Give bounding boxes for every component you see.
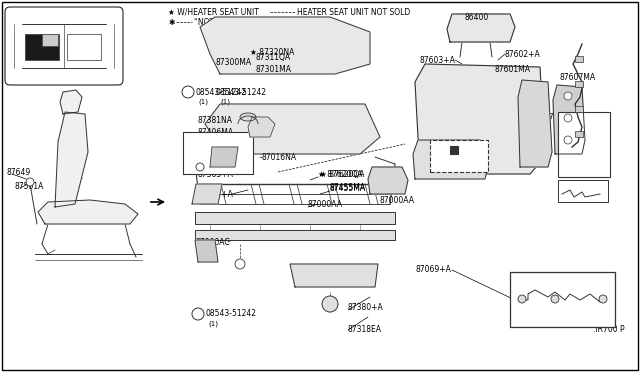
Bar <box>575 106 583 112</box>
Text: 87455MA: 87455MA <box>330 183 366 192</box>
Text: (1): (1) <box>220 99 230 105</box>
Circle shape <box>564 136 572 144</box>
Text: 87455MA: 87455MA <box>330 183 366 192</box>
Text: 87607MA: 87607MA <box>560 73 596 81</box>
Ellipse shape <box>240 113 256 121</box>
Bar <box>575 56 583 62</box>
Text: S: S <box>193 311 197 317</box>
Text: (1): (1) <box>198 99 208 105</box>
Text: 87380+A: 87380+A <box>348 302 384 311</box>
Text: 985Hi: 985Hi <box>562 192 584 201</box>
Polygon shape <box>368 167 408 194</box>
Circle shape <box>192 308 204 320</box>
Bar <box>558 180 608 202</box>
Circle shape <box>599 295 607 303</box>
Text: 87556MA: 87556MA <box>545 112 581 122</box>
Polygon shape <box>195 240 218 262</box>
Text: .IR700 P: .IR700 P <box>593 326 625 334</box>
Polygon shape <box>192 184 222 204</box>
Bar <box>575 81 583 87</box>
FancyBboxPatch shape <box>5 7 123 85</box>
Polygon shape <box>38 200 138 224</box>
Text: 87603+A: 87603+A <box>420 55 456 64</box>
Circle shape <box>182 86 194 98</box>
Text: ★ W/HEATER SEAT UNIT: ★ W/HEATER SEAT UNIT <box>168 7 259 16</box>
Polygon shape <box>290 264 378 287</box>
Text: S: S <box>183 90 187 94</box>
Text: 87506B: 87506B <box>565 138 595 147</box>
Text: 87643+A: 87643+A <box>426 140 462 148</box>
Text: ★ 87620QA: ★ 87620QA <box>320 170 365 179</box>
Circle shape <box>322 296 338 312</box>
Text: 87450+A: 87450+A <box>198 189 234 199</box>
Text: 87602+A: 87602+A <box>505 49 541 58</box>
Text: 87069+A: 87069+A <box>416 266 452 275</box>
Circle shape <box>26 178 34 186</box>
Circle shape <box>564 92 572 100</box>
Polygon shape <box>210 147 238 167</box>
Bar <box>195 212 395 224</box>
Text: 87000AC: 87000AC <box>195 237 230 247</box>
Polygon shape <box>447 14 515 42</box>
Bar <box>510 272 615 327</box>
Text: ★ 87320NA: ★ 87320NA <box>250 48 294 57</box>
Polygon shape <box>413 140 488 179</box>
Polygon shape <box>415 64 545 174</box>
Bar <box>67 34 101 60</box>
Bar <box>183 132 253 174</box>
Polygon shape <box>200 17 370 74</box>
Polygon shape <box>60 90 82 114</box>
Polygon shape <box>518 80 552 167</box>
Bar <box>25 34 59 60</box>
Text: 08543-51242: 08543-51242 <box>195 87 246 96</box>
Text: 87365+A: 87365+A <box>198 170 234 179</box>
Text: 87301MA: 87301MA <box>255 64 291 74</box>
Polygon shape <box>205 104 380 154</box>
Polygon shape <box>55 112 88 207</box>
Text: 87000AA: 87000AA <box>308 199 343 208</box>
Circle shape <box>518 295 526 303</box>
Circle shape <box>551 295 559 303</box>
Text: 86400: 86400 <box>465 13 489 22</box>
Text: 87000AA: 87000AA <box>380 196 415 205</box>
Text: 08543-51242: 08543-51242 <box>215 87 266 96</box>
Bar <box>575 131 583 137</box>
Text: 87381NA: 87381NA <box>198 115 233 125</box>
Circle shape <box>235 259 245 269</box>
Text: 87649: 87649 <box>6 167 30 176</box>
Circle shape <box>196 163 204 171</box>
Bar <box>558 112 610 177</box>
Text: 87501A: 87501A <box>14 182 44 190</box>
Text: SEPARATELY.: SEPARATELY. <box>255 17 301 26</box>
Bar <box>195 230 395 240</box>
Text: 87601MA: 87601MA <box>495 64 531 74</box>
Bar <box>42 34 58 46</box>
Bar <box>450 146 458 154</box>
Text: 87016NA: 87016NA <box>262 153 297 161</box>
Text: 87311QA: 87311QA <box>255 52 290 61</box>
Text: (1): (1) <box>208 321 218 327</box>
Text: 87300MA: 87300MA <box>215 58 251 67</box>
Text: ★ 87620QA: ★ 87620QA <box>318 170 362 179</box>
Polygon shape <box>248 117 275 137</box>
Bar <box>430 140 488 172</box>
Circle shape <box>564 114 572 122</box>
Text: HEATER SEAT UNIT NOT SOLD: HEATER SEAT UNIT NOT SOLD <box>297 7 410 16</box>
Text: ✱: ✱ <box>168 17 174 26</box>
Text: 08543-51242: 08543-51242 <box>205 310 256 318</box>
Text: 87406MA: 87406MA <box>198 128 234 137</box>
Text: “NOT FOR SALE”: “NOT FOR SALE” <box>194 17 257 26</box>
Text: 87318EA: 87318EA <box>348 326 382 334</box>
Polygon shape <box>553 85 585 154</box>
